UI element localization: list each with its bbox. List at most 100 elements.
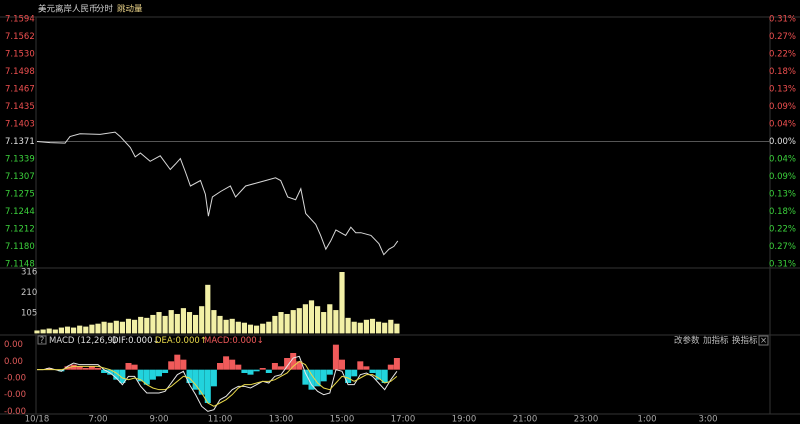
tab[interactable]: 分时 <box>96 4 114 15</box>
macd-bar <box>119 369 126 383</box>
macd-bar <box>290 353 297 370</box>
macd-bar <box>76 366 83 370</box>
macd-bar <box>58 369 65 372</box>
macd-line <box>37 360 398 407</box>
volume-bar <box>52 329 58 334</box>
volume-bar <box>376 321 382 334</box>
volume-bar <box>278 312 284 334</box>
volume-bar <box>40 329 46 334</box>
macd-bar <box>223 356 230 370</box>
toolbar-button[interactable]: 改参数 <box>674 335 700 346</box>
volume-bar <box>363 319 369 334</box>
volume-bar <box>229 318 235 334</box>
macd-bar <box>88 366 95 370</box>
volume-bar <box>150 314 156 334</box>
macd-bar <box>357 361 364 370</box>
y2-tick-label: 0.27% <box>769 32 796 42</box>
volume-bar <box>247 324 254 334</box>
y2-tick-label: 0.04% <box>769 120 796 130</box>
macd-bar <box>101 369 108 373</box>
macd-bar <box>296 361 303 370</box>
toolbar-button[interactable]: 加指标 <box>703 335 729 346</box>
x-tick-label: 15:00 <box>330 415 355 424</box>
y-tick-label: -0.00 <box>4 390 26 400</box>
y-tick-label: 105 <box>21 308 37 318</box>
macd-bar <box>253 369 260 372</box>
macd-bar <box>156 369 162 377</box>
chart-title: 美元离岸人民币 <box>38 4 98 15</box>
macd-bar <box>265 369 272 373</box>
macd-bar <box>345 369 352 383</box>
macd-bar <box>70 364 77 370</box>
volume-bar <box>138 316 144 334</box>
macd-bar <box>180 359 187 370</box>
macd-bar <box>174 354 181 370</box>
y2-tick-label: 0.00% <box>769 137 796 147</box>
y2-tick-label: 0.22% <box>769 224 796 234</box>
price-line <box>36 131 399 256</box>
y-tick-label: 210 <box>21 288 37 298</box>
volume-bar <box>205 284 211 334</box>
macd-bar <box>149 369 156 380</box>
macd-bar <box>192 369 199 390</box>
volume-bar <box>345 317 351 334</box>
macd-bar <box>143 369 150 385</box>
volume-bar <box>217 315 223 334</box>
macd-bar <box>210 369 217 387</box>
x-tick-label: 23:00 <box>574 415 599 424</box>
y-tick-label: 0.00 <box>4 357 23 367</box>
y-tick-label: 316 <box>21 268 37 278</box>
macd-bar <box>204 369 211 403</box>
y-tick-label: 7.1212 <box>5 224 35 234</box>
volume-bar <box>174 313 180 334</box>
y-tick-label: -0.00 <box>4 374 26 384</box>
y2-tick-label: 0.31% <box>769 15 796 25</box>
volume-bar <box>64 326 71 334</box>
macd-bar <box>186 369 193 383</box>
macd-bar <box>107 369 114 375</box>
macd-title: MACD (12,26,9) <box>49 336 116 346</box>
y-tick-label: 7.1244 <box>5 207 35 217</box>
volume-bar <box>101 321 107 334</box>
volume-bar <box>58 327 64 334</box>
volume-bar <box>156 312 162 334</box>
macd-bar <box>393 358 400 370</box>
y-tick-label: 7.1467 <box>5 84 35 94</box>
x-tick-label: 13:00 <box>269 415 294 424</box>
y-tick-label: 7.1148 <box>5 260 35 270</box>
x-tick-label: 9:00 <box>149 415 168 424</box>
x-tick-label: 7:00 <box>88 415 107 424</box>
volume-bar <box>83 326 89 334</box>
volume-bar <box>339 272 345 334</box>
x-tick-label: 3:00 <box>698 415 717 424</box>
tab[interactable]: 跳动量 <box>117 4 143 15</box>
volume-bar <box>46 328 52 334</box>
volume-bar <box>284 313 290 334</box>
y-tick-label: 7.1339 <box>5 155 35 165</box>
macd-bar <box>375 369 382 380</box>
macd-bar <box>46 368 53 370</box>
macd-bar <box>168 361 175 370</box>
volume-bar <box>357 322 363 334</box>
x-tick-label: 1:00 <box>637 415 656 424</box>
macd-bar <box>131 364 138 370</box>
volume-bar <box>254 325 260 334</box>
volume-bar <box>290 310 296 334</box>
volume-bar <box>369 318 376 334</box>
help-icon[interactable] <box>37 335 47 345</box>
macd-bar <box>235 364 242 370</box>
macd-bar <box>332 344 339 370</box>
macd-bar <box>113 369 120 380</box>
macd-bar <box>217 363 223 370</box>
macd-bar <box>271 363 278 370</box>
macd-bar <box>95 368 101 370</box>
toolbar-button[interactable]: 换指标 <box>732 335 758 346</box>
close-icon: × <box>760 336 767 346</box>
y-tick-label: 7.1371 <box>5 137 35 147</box>
close-button[interactable] <box>758 335 769 346</box>
macd-bar <box>259 368 266 370</box>
x-tick-label: 19:00 <box>452 415 477 424</box>
macd-bar <box>369 369 376 373</box>
volume-bar <box>333 310 339 334</box>
y2-tick-label: 0.09% <box>769 172 796 182</box>
